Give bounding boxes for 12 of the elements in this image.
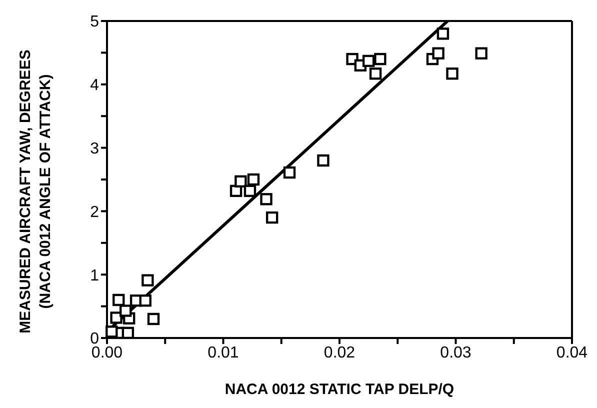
y-tick-label: 2 <box>90 204 100 221</box>
x-tick-label: 0.04 <box>556 344 588 362</box>
y-tick-label: 3 <box>90 140 100 158</box>
x-tick-label: 0.00 <box>91 344 123 362</box>
x-tick-label: 0.02 <box>324 344 356 362</box>
x-tick-label: 0.01 <box>208 344 239 362</box>
y-tick-label: 4 <box>90 77 100 94</box>
y-axis-title: MEASURED AIRCRAFT YAW, DEGREES (NACA 0012 ANGLE OF ATTACK) <box>17 50 54 334</box>
y-tick-label: 1 <box>90 267 100 284</box>
x-axis-title: NACA 0012 STATIC TAP DELP/Q <box>224 381 454 398</box>
y-tick-label: 5 <box>90 14 100 31</box>
x-tick-label: 0.03 <box>440 344 472 362</box>
